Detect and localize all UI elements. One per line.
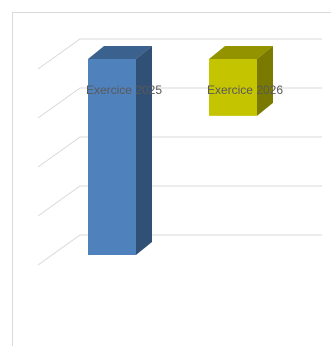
bar-front: [209, 59, 257, 116]
category-label: Exercice 2025: [86, 83, 162, 97]
bar-side: [136, 46, 152, 255]
bar-top: [209, 46, 273, 59]
chart-area: [12, 12, 331, 346]
category-labels: Exercice 2025 Exercice 2026: [86, 83, 283, 97]
bar-front: [88, 59, 136, 255]
gridlines: [37, 38, 322, 266]
gridline: [37, 234, 322, 266]
bar-1: [88, 46, 152, 255]
bar-side: [257, 46, 273, 116]
bar-top: [88, 46, 152, 59]
gridline: [37, 38, 322, 70]
gridline: [37, 136, 322, 168]
bar-2: [209, 46, 273, 116]
category-label: Exercice 2026: [207, 83, 283, 97]
gridline: [37, 185, 322, 217]
bars: [88, 46, 273, 255]
